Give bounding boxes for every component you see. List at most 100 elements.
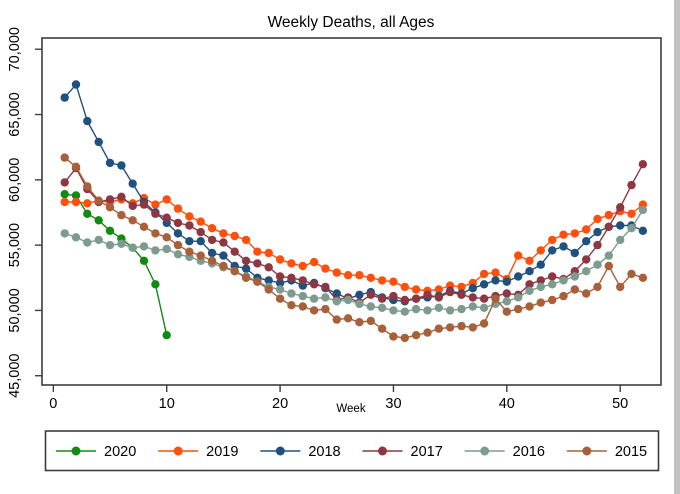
data-point-2015 — [241, 273, 251, 282]
series-line-2015 — [64, 157, 644, 339]
data-point-2015 — [627, 269, 636, 279]
data-point-2017 — [207, 235, 217, 245]
data-point-2018 — [185, 237, 194, 246]
data-point-2017 — [173, 218, 183, 228]
data-point-2017 — [298, 276, 307, 285]
data-point-2017 — [638, 160, 648, 169]
data-point-2016 — [400, 307, 409, 316]
data-point-2017 — [287, 273, 296, 282]
data-point-2019 — [434, 285, 443, 294]
axes: 45,000 50,000 55,000 60,000 65,000 70,000 0 10 2… — [7, 27, 662, 412]
data-point-2017 — [253, 259, 262, 268]
data-point-2019 — [457, 282, 466, 292]
data-point-2015 — [173, 240, 183, 250]
data-point-2015 — [411, 331, 421, 340]
data-point-2020 — [94, 216, 103, 225]
data-point-2016 — [593, 260, 602, 269]
data-point-2019 — [514, 251, 523, 260]
data-point-2015 — [479, 319, 489, 328]
legend-item-2016: 2016 — [464, 444, 545, 460]
data-point-2015 — [445, 323, 455, 332]
data-point-2020 — [139, 256, 149, 265]
data-point-2018 — [559, 242, 568, 251]
series-2018 — [60, 80, 648, 306]
data-point-2015 — [128, 216, 137, 225]
data-point-2015 — [377, 324, 387, 333]
data-point-2019 — [548, 235, 557, 245]
data-point-2017 — [185, 221, 194, 230]
legend-label-2017: 2017 — [411, 444, 443, 460]
data-point-2019 — [207, 224, 217, 233]
data-point-2017 — [616, 203, 625, 212]
data-point-2018 — [491, 276, 500, 285]
series-line-2020 — [64, 193, 168, 336]
data-point-2015 — [219, 261, 228, 271]
data-point-2017 — [117, 192, 126, 201]
data-point-2016 — [627, 224, 636, 233]
data-point-2019 — [366, 273, 375, 282]
data-point-2020 — [105, 226, 115, 235]
data-point-2019 — [570, 229, 579, 238]
data-point-2020 — [83, 209, 92, 218]
data-point-2016 — [343, 295, 353, 305]
data-point-2019 — [185, 212, 194, 221]
data-point-2019 — [230, 231, 239, 241]
data-point-2016 — [139, 242, 149, 251]
data-point-2016 — [105, 240, 115, 250]
data-point-2019 — [400, 282, 409, 292]
data-point-2019 — [83, 199, 92, 208]
data-point-2017 — [593, 240, 602, 250]
data-point-2018 — [582, 237, 591, 246]
data-point-2019 — [525, 256, 534, 265]
data-point-2019 — [162, 195, 171, 204]
data-point-2018 — [332, 289, 341, 298]
data-point-2016 — [117, 239, 126, 248]
x-tick-label: 30 — [385, 396, 401, 412]
x-tick-label: 50 — [612, 396, 628, 412]
data-point-2017 — [162, 213, 171, 222]
series-line-2018 — [64, 83, 644, 303]
data-point-2015 — [638, 273, 648, 282]
y-tick-label: 70,000 — [7, 27, 23, 71]
data-point-2017 — [445, 287, 455, 297]
data-point-2017 — [366, 290, 375, 299]
data-point-2019 — [298, 261, 307, 271]
legend-dot-2015 — [582, 446, 592, 456]
data-point-2015 — [593, 282, 602, 292]
series-2016 — [60, 205, 648, 316]
data-point-2015 — [514, 304, 523, 314]
data-point-2018 — [616, 221, 625, 230]
data-point-2018 — [117, 161, 126, 170]
legend-dot-2019 — [173, 446, 183, 456]
data-point-2019 — [411, 285, 421, 294]
data-point-2015 — [582, 289, 591, 298]
data-point-2016 — [570, 272, 579, 281]
legend-label-2015: 2015 — [615, 444, 647, 460]
y-tick-label: 55,000 — [7, 223, 23, 267]
data-point-2016 — [479, 303, 489, 312]
data-point-2018 — [60, 93, 69, 102]
data-point-2016 — [423, 306, 432, 315]
data-point-2019 — [151, 200, 160, 209]
data-point-2017 — [627, 180, 636, 190]
data-point-2019 — [377, 276, 387, 285]
data-point-2015 — [162, 233, 171, 242]
screenshot-edge-band — [674, 0, 680, 494]
data-point-2015 — [151, 229, 160, 238]
data-point-2017 — [389, 291, 398, 301]
data-point-2018 — [593, 227, 602, 237]
data-point-2019 — [491, 268, 500, 277]
data-point-2017 — [423, 290, 432, 299]
data-point-2019 — [287, 259, 296, 268]
legend-item-2020: 2020 — [56, 444, 136, 460]
data-point-2016 — [457, 304, 466, 314]
data-point-2017 — [434, 293, 443, 302]
data-point-2016 — [377, 303, 387, 312]
data-point-2019 — [253, 247, 262, 256]
data-point-2018 — [196, 237, 205, 246]
data-point-2017 — [139, 200, 149, 209]
data-point-2017 — [377, 294, 387, 303]
data-point-2018 — [479, 280, 489, 289]
data-point-2016 — [502, 297, 511, 306]
data-point-2017 — [525, 280, 534, 289]
